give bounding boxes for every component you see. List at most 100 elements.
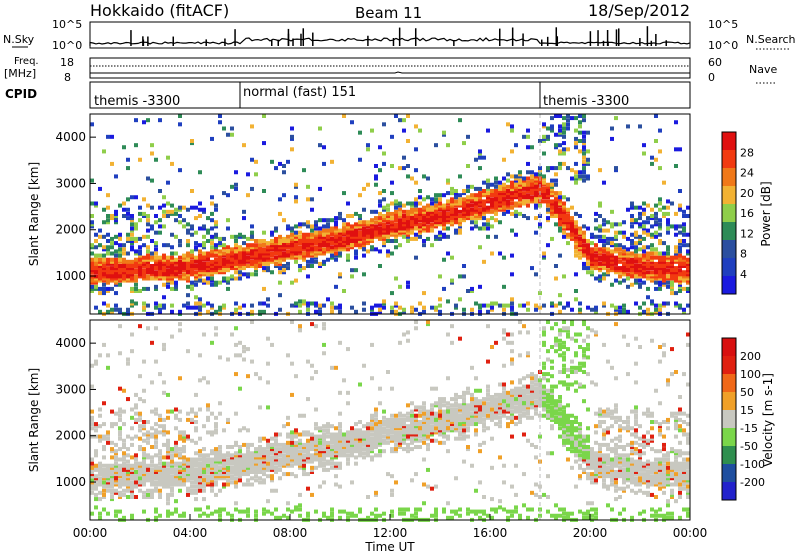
heatmap-cell — [558, 199, 562, 204]
heatmap-cell — [426, 428, 430, 433]
heatmap-cell — [418, 405, 422, 410]
heatmap-cell — [162, 465, 166, 470]
heatmap-cell — [370, 447, 374, 452]
heatmap-cell — [614, 230, 618, 235]
heatmap-cell — [114, 214, 118, 218]
heatmap-cell — [490, 191, 494, 196]
heatmap-cell — [126, 472, 130, 477]
heatmap-cell — [186, 257, 190, 262]
heatmap-cell — [438, 218, 442, 223]
power-heatmap — [90, 114, 690, 316]
heatmap-cell — [550, 124, 554, 129]
heatmap-cell — [298, 503, 302, 508]
heatmap-cell — [98, 434, 102, 439]
heatmap-cell — [370, 247, 374, 252]
heatmap-cell — [350, 234, 354, 239]
heatmap-cell — [150, 426, 154, 431]
heatmap-cell — [310, 322, 314, 327]
heatmap-cell — [406, 280, 410, 285]
heatmap-cell — [190, 480, 194, 485]
heatmap-cell — [358, 236, 362, 241]
heatmap-cell — [410, 209, 414, 214]
heatmap-cell — [202, 209, 206, 214]
heatmap-cell — [190, 407, 194, 412]
heatmap-cell — [214, 449, 218, 454]
heatmap-cell — [382, 122, 386, 127]
heatmap-cell — [658, 274, 662, 279]
heatmap-cell — [162, 428, 166, 433]
heatmap-cell — [214, 474, 218, 479]
heatmap-cell — [370, 236, 374, 241]
heatmap-cell — [350, 442, 354, 447]
heatmap-cell — [102, 247, 106, 252]
heatmap-cell — [138, 428, 142, 433]
heatmap-cell — [178, 463, 182, 468]
heatmap-cell — [382, 511, 386, 516]
heatmap-cell — [226, 511, 230, 516]
heatmap-cell — [414, 432, 418, 437]
heatmap-cell — [650, 301, 654, 306]
heatmap-cell — [310, 264, 314, 268]
heatmap-cell — [470, 463, 474, 468]
heatmap-cell — [554, 201, 558, 206]
heatmap-cell — [654, 230, 658, 235]
heatmap-cell — [146, 234, 150, 239]
heatmap-cell — [278, 241, 282, 246]
heatmap-cell — [102, 467, 106, 472]
heatmap-cell — [462, 399, 466, 404]
heatmap-cell — [654, 274, 658, 279]
heatmap-cell — [678, 239, 682, 243]
heatmap-cell — [470, 289, 474, 293]
heatmap-cell — [250, 255, 254, 260]
heatmap-cell — [630, 261, 634, 266]
heatmap-cell — [238, 251, 242, 256]
heatmap-cell — [430, 207, 434, 212]
heatmap-cell — [114, 480, 118, 485]
heatmap-cell — [422, 239, 426, 243]
heatmap-cell — [230, 234, 234, 239]
heatmap-cell — [130, 218, 134, 223]
heatmap-cell — [446, 434, 450, 439]
heatmap-cell — [610, 303, 614, 308]
heatmap-cell — [434, 234, 438, 239]
heatmap-cell — [146, 478, 150, 483]
heatmap-cell — [114, 209, 118, 214]
heatmap-cell — [114, 266, 118, 271]
heatmap-cell — [578, 241, 582, 246]
heatmap-cell — [122, 451, 126, 456]
heatmap-cell — [198, 301, 202, 306]
heatmap-cell — [210, 278, 214, 283]
heatmap-cell — [186, 243, 190, 248]
heatmap-cell — [214, 264, 218, 268]
heatmap-cell — [90, 178, 94, 183]
heatmap-cell — [334, 438, 338, 443]
heatmap-cell — [250, 459, 254, 464]
heatmap-cell — [594, 255, 598, 260]
heatmap-cell — [178, 255, 182, 260]
heatmap-cell — [190, 266, 194, 271]
heatmap-cell — [638, 241, 642, 246]
heatmap-cell — [198, 461, 202, 466]
heatmap-cell — [310, 236, 314, 241]
heatmap-cell — [130, 226, 134, 231]
heatmap-cell — [434, 216, 438, 221]
heatmap-cell — [366, 442, 370, 447]
heatmap-cell — [118, 264, 122, 268]
heatmap-cell — [450, 207, 454, 212]
heatmap-cell — [438, 424, 442, 429]
heatmap-cell — [470, 209, 474, 214]
heatmap-cell — [254, 239, 258, 243]
heatmap-cell — [314, 465, 318, 470]
heatmap-cell — [182, 434, 186, 439]
heatmap-cell — [298, 264, 302, 268]
heatmap-cell — [202, 224, 206, 229]
heatmap-cell — [466, 184, 470, 189]
heatmap-cell — [262, 266, 266, 271]
heatmap-cell — [622, 307, 626, 312]
heatmap-cell — [682, 270, 686, 275]
heatmap-cell — [378, 216, 382, 221]
heatmap-cell — [314, 407, 318, 412]
heatmap-cell — [486, 128, 490, 133]
heatmap-cell — [370, 413, 374, 418]
heatmap-cell — [138, 289, 142, 293]
